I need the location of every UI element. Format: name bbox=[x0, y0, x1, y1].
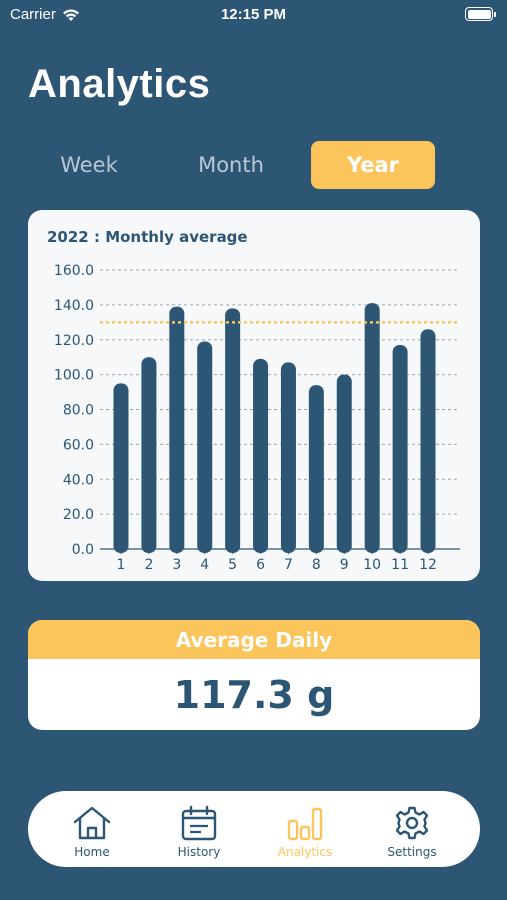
tab-bar-home[interactable]: Home bbox=[47, 791, 137, 867]
average-daily-card: Average Daily 117.3 g bbox=[28, 620, 480, 730]
average-daily-label: Average Daily bbox=[28, 620, 480, 659]
x-tick-label: 3 bbox=[172, 557, 181, 573]
average-daily-value: 117.3 g bbox=[173, 672, 335, 717]
y-tick-label: 0.0 bbox=[72, 542, 94, 558]
tab-week[interactable]: Week bbox=[60, 153, 118, 177]
tab-bar-settings-label: Settings bbox=[387, 845, 437, 859]
wifi-icon bbox=[62, 9, 79, 21]
bar-month-7 bbox=[280, 362, 296, 553]
chart-title: 2022 : Monthly average bbox=[47, 228, 248, 246]
x-tick-label: 8 bbox=[312, 557, 321, 573]
y-tick-label: 80.0 bbox=[63, 403, 94, 419]
bar-month-1 bbox=[113, 383, 129, 553]
x-tick-label: 5 bbox=[228, 557, 237, 573]
bar-month-4 bbox=[197, 341, 213, 553]
battery-icon bbox=[465, 7, 496, 21]
x-tick-label: 6 bbox=[256, 557, 265, 573]
tab-month[interactable]: Month bbox=[198, 153, 264, 177]
x-tick-label: 1 bbox=[117, 557, 126, 573]
tab-bar-analytics[interactable]: Analytics bbox=[260, 791, 350, 867]
y-tick-label: 120.0 bbox=[54, 333, 94, 349]
tab-bar-history-label: History bbox=[177, 845, 221, 859]
chart-card: 2022 : Monthly average 0.0 20.0 40.0 60.0 80… bbox=[28, 210, 480, 581]
status-bar: Carrier 12:15 PM bbox=[0, 0, 507, 30]
y-tick-label: 40.0 bbox=[63, 472, 94, 488]
x-tick-label: 10 bbox=[363, 557, 381, 573]
bar-month-2 bbox=[141, 357, 157, 553]
y-tick-label: 160.0 bbox=[54, 263, 94, 279]
bottom-tab-bar: Home History Analytics Settings bbox=[28, 791, 480, 867]
y-tick-label: 60.0 bbox=[63, 437, 94, 453]
x-tick-label: 2 bbox=[144, 557, 153, 573]
bar-month-8 bbox=[308, 385, 324, 553]
tab-bar-home-label: Home bbox=[74, 845, 110, 859]
bar-month-3 bbox=[169, 306, 185, 553]
tab-bar-settings[interactable]: Settings bbox=[367, 791, 457, 867]
bar-month-6 bbox=[253, 358, 269, 553]
tab-bar-history[interactable]: History bbox=[154, 791, 244, 867]
tab-year[interactable]: Year bbox=[311, 141, 435, 189]
x-tick-label: 4 bbox=[200, 557, 209, 573]
period-tabs: Week Month Year bbox=[27, 141, 452, 189]
tab-bar-analytics-label: Analytics bbox=[277, 845, 333, 859]
status-time: 12:15 PM bbox=[220, 6, 287, 23]
carrier-label: Carrier bbox=[10, 6, 56, 23]
gear-icon bbox=[395, 806, 429, 840]
calendar-icon bbox=[181, 805, 217, 841]
bar-month-5 bbox=[225, 308, 241, 553]
bar-chart-icon bbox=[287, 807, 323, 841]
bar-month-10 bbox=[364, 303, 380, 553]
bar-month-9 bbox=[336, 374, 352, 553]
home-icon bbox=[73, 806, 111, 840]
y-tick-label: 140.0 bbox=[54, 298, 94, 314]
y-tick-label: 100.0 bbox=[54, 368, 94, 384]
x-tick-label: 12 bbox=[419, 557, 437, 573]
monthly-average-chart: 0.0 20.0 40.0 60.0 80.0 100.0 120.0 140.0 160.0 1… bbox=[54, 263, 460, 573]
bar-month-11 bbox=[392, 344, 408, 553]
bar-month-12 bbox=[420, 329, 436, 553]
y-tick-label: 20.0 bbox=[63, 507, 94, 523]
carrier-info: Carrier bbox=[10, 6, 80, 23]
page-title: Analytics bbox=[28, 62, 211, 106]
x-tick-label: 9 bbox=[340, 557, 349, 573]
x-tick-label: 7 bbox=[284, 557, 293, 573]
x-tick-label: 11 bbox=[391, 557, 409, 573]
